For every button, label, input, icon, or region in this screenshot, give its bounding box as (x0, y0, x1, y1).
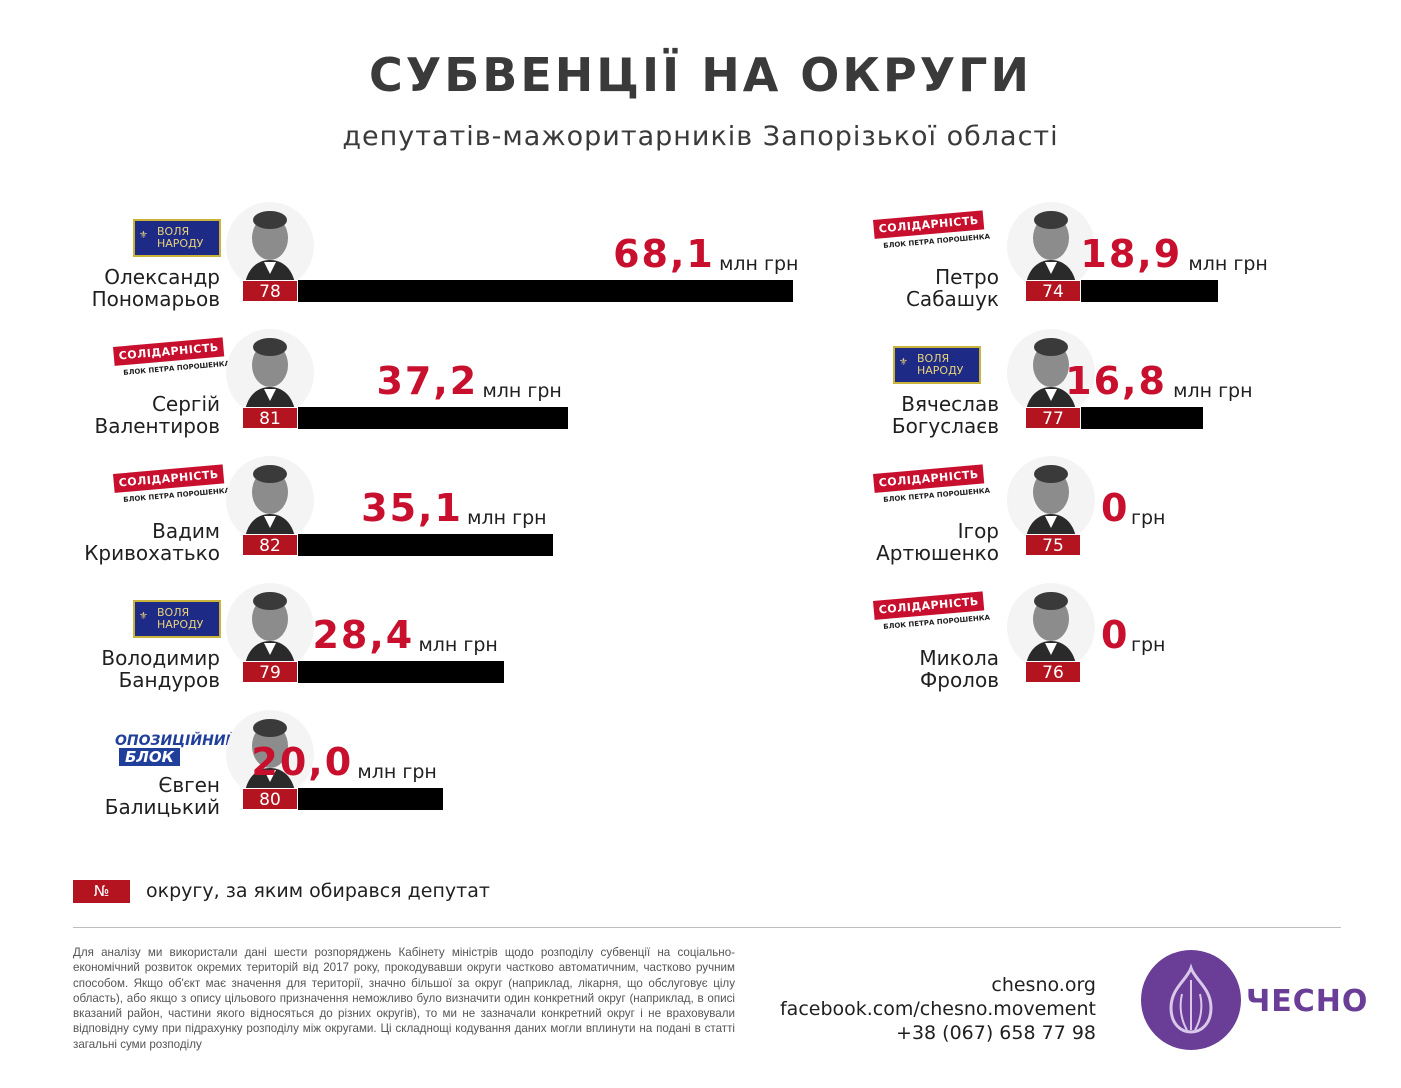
logo-wordmark: ЧЕСНО (1246, 984, 1369, 1019)
chesno-logo-icon (1141, 950, 1241, 1050)
data-label-unit: млн грн (418, 634, 498, 656)
chart-bar (298, 407, 569, 429)
chart-bar (298, 534, 554, 556)
chart-bar (1081, 280, 1219, 302)
chart-bar (298, 661, 505, 683)
chart-bar (298, 788, 444, 810)
deputy-first-name: Петро (935, 265, 999, 289)
methodology-footnote: Для аналізу ми використали дані шести ро… (73, 946, 735, 1051)
party-logo-solidarity: СОЛІДАРНІСТЬ БЛОК ПЕТРА ПОРОШЕНКА (113, 337, 230, 385)
deputy-first-name: Сергій (151, 392, 220, 416)
deputy-last-name: Пономарьов (91, 287, 220, 311)
deputy-last-name: Сабашук (905, 287, 999, 311)
chart-bar (298, 280, 794, 302)
deputy-name: Євген Балицький (0, 774, 220, 818)
deputy-name: Сергій Валентиров (0, 393, 220, 437)
party-logo-text: ВОЛЯ НАРОДУ (157, 606, 204, 631)
deputy-name: Ігор Артюшенко (779, 520, 999, 564)
district-number-badge: 77 (1025, 407, 1081, 429)
deputy-last-name: Фролов (920, 668, 999, 692)
deputy-photo (226, 456, 314, 544)
chart-bar (1081, 407, 1204, 429)
data-label-unit: грн (1131, 507, 1166, 529)
district-number-badge: 75 (1025, 534, 1081, 556)
facebook-link[interactable]: facebook.com/chesno.movement (779, 998, 1096, 1020)
party-logo-solidarity: СОЛІДАРНІСТЬ БЛОК ПЕТРА ПОРОШЕНКА (873, 591, 990, 639)
data-label-value: 20,0 (251, 740, 354, 784)
deputy-last-name: Кривохатько (84, 541, 220, 565)
district-number-badge: 78 (242, 280, 298, 302)
deputy-last-name: Балицький (104, 795, 220, 819)
deputy-photo (1007, 456, 1095, 544)
district-number-badge: 80 (242, 788, 298, 810)
party-logo-line2: БЛОК (119, 748, 180, 766)
party-logo-solidarity: СОЛІДАРНІСТЬ БЛОК ПЕТРА ПОРОШЕНКА (113, 464, 230, 512)
deputy-first-name: Вячеслав (901, 392, 999, 416)
deputy-last-name: Артюшенко (876, 541, 999, 565)
deputy-name: Микола Фролов (779, 647, 999, 691)
party-logo-solidarity: СОЛІДАРНІСТЬ БЛОК ПЕТРА ПОРОШЕНКА (873, 464, 990, 512)
deputy-photo (226, 329, 314, 417)
legend-text: округу, за яким обирався депутат (146, 880, 490, 902)
district-number-badge: 81 (242, 407, 298, 429)
deputy-photo (226, 202, 314, 290)
ukraine-trident-icon: ⚜ (139, 230, 148, 241)
party-logo-volia-narodu: ⚜ ВОЛЯ НАРОДУ (133, 600, 221, 638)
party-logo-opposition: ОПОЗИЦІЙНИЙ БЛОК (109, 733, 237, 769)
deputy-name: Вячеслав Богуслаєв (779, 393, 999, 437)
data-label-unit: млн грн (1173, 380, 1253, 402)
party-logo-volia-narodu: ⚜ ВОЛЯ НАРОДУ (133, 219, 221, 257)
party-logo-text: ВОЛЯ НАРОДУ (157, 225, 204, 250)
data-label-value: 35,1 (361, 486, 463, 530)
deputy-first-name: Олександр (104, 265, 220, 289)
district-number-badge: 74 (1025, 280, 1081, 302)
deputy-first-name: Микола (919, 646, 999, 670)
deputy-name: Петро Сабашук (779, 266, 999, 310)
deputy-last-name: Бандуров (118, 668, 220, 692)
district-number-badge: 79 (242, 661, 298, 683)
ukraine-trident-icon: ⚜ (899, 357, 908, 368)
deputy-photo (226, 583, 314, 671)
deputy-name: Олександр Пономарьов (0, 266, 220, 310)
data-label-unit: млн грн (467, 507, 547, 529)
data-label-unit: млн грн (357, 761, 437, 783)
deputy-last-name: Богуслаєв (891, 414, 999, 438)
page-title: СУБВЕНЦІЇ НА ОКРУГИ (369, 48, 1032, 102)
deputy-photo (1007, 583, 1095, 671)
data-label-unit: млн грн (1188, 253, 1268, 275)
data-label-value: 28,4 (312, 613, 415, 657)
deputy-name: Володимир Бандуров (0, 647, 220, 691)
district-number-badge: 76 (1025, 661, 1081, 683)
deputy-first-name: Володимир (101, 646, 220, 670)
deputy-photo (226, 710, 314, 798)
deputy-last-name: Валентиров (94, 414, 220, 438)
data-label-unit: грн (1131, 634, 1166, 656)
party-logo-solidarity: СОЛІДАРНІСТЬ БЛОК ПЕТРА ПОРОШЕНКА (873, 210, 990, 258)
ukraine-trident-icon: ⚜ (139, 611, 148, 622)
data-label-unit: млн грн (719, 253, 799, 275)
party-logo-text: ВОЛЯ НАРОДУ (917, 352, 964, 377)
data-label-unit: млн грн (482, 380, 562, 402)
data-label-value: 68,1 (613, 232, 715, 276)
data-label-value: 16,8 (1065, 359, 1167, 403)
divider (73, 927, 1341, 928)
deputy-photo (1007, 329, 1095, 417)
party-logo-volia-narodu: ⚜ ВОЛЯ НАРОДУ (893, 346, 981, 384)
data-label-value: 0 (1101, 613, 1130, 657)
deputy-name: Вадим Кривохатько (0, 520, 220, 564)
page-subtitle: депутатів-мажоритарників Запорізької обл… (342, 121, 1059, 152)
deputy-first-name: Ігор (957, 519, 999, 543)
legend-district-box: № (73, 880, 130, 903)
deputy-first-name: Євген (158, 773, 220, 797)
site-link[interactable]: chesno.org (991, 974, 1096, 996)
data-label-value: 18,9 (1080, 232, 1183, 276)
phone-number: +38 (067) 658 77 98 (896, 1022, 1096, 1044)
contacts: chesno.org facebook.com/chesno.movement … (780, 973, 1096, 1045)
data-label-value: 37,2 (376, 359, 479, 403)
party-logo-line1: ОПОЗИЦІЙНИЙ (115, 733, 238, 749)
data-label-value: 0 (1101, 486, 1130, 530)
district-number-badge: 82 (242, 534, 298, 556)
deputy-first-name: Вадим (152, 519, 220, 543)
